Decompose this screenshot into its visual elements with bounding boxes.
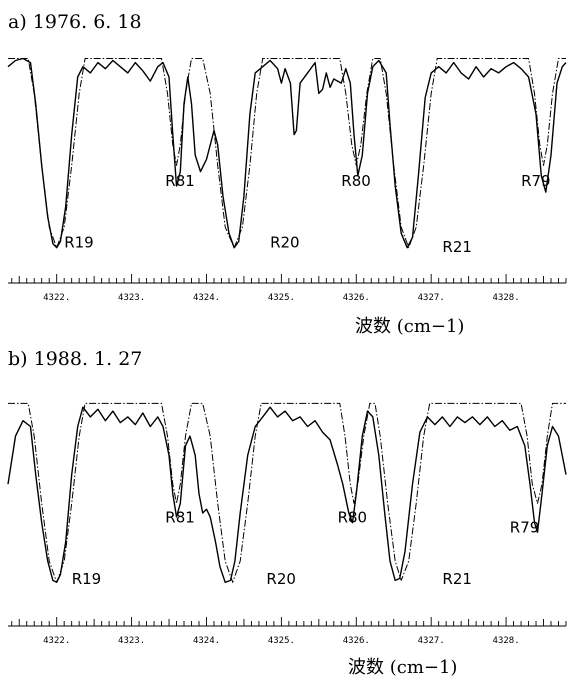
x-tick-label: 4322. bbox=[43, 636, 70, 646]
x-tick-label: 4324. bbox=[193, 636, 220, 646]
line-label: R21 bbox=[442, 570, 472, 588]
x-tick-label: 4327. bbox=[418, 293, 445, 303]
computed-spectrum-line bbox=[8, 402, 566, 583]
line-label: R20 bbox=[266, 570, 296, 588]
observed-spectrum-line bbox=[7, 57, 567, 249]
x-tick-label: 4328. bbox=[493, 636, 520, 646]
line-label: R81 bbox=[165, 509, 195, 527]
panel-title: b) 1988. 1. 27 bbox=[8, 348, 142, 370]
computed-spectrum-line bbox=[8, 58, 566, 249]
x-tick-label: 4324. bbox=[193, 293, 220, 303]
line-label: R81 bbox=[165, 172, 195, 190]
x-tick-label: 4325. bbox=[268, 293, 295, 303]
line-label: R80 bbox=[338, 509, 368, 527]
x-tick-label: 4323. bbox=[118, 636, 145, 646]
line-label: R79 bbox=[510, 518, 540, 536]
line-label: R20 bbox=[270, 234, 300, 252]
x-axis-title: 波数 (cm−1) bbox=[348, 657, 457, 678]
x-tick-label: 4328. bbox=[493, 293, 520, 303]
line-label: R19 bbox=[64, 234, 94, 252]
x-tick-label: 4325. bbox=[268, 636, 295, 646]
x-tick-label: 4323. bbox=[118, 293, 145, 303]
x-tick-label: 4326. bbox=[343, 636, 370, 646]
line-label: R21 bbox=[442, 238, 472, 256]
x-tick-label: 4322. bbox=[43, 293, 70, 303]
line-label: R80 bbox=[341, 172, 371, 190]
panel-title: a) 1976. 6. 18 bbox=[8, 11, 142, 33]
observed-spectrum-line bbox=[7, 406, 567, 583]
x-axis-title: 波数 (cm−1) bbox=[355, 316, 464, 337]
line-label: R19 bbox=[72, 570, 102, 588]
x-tick-label: 4326. bbox=[343, 293, 370, 303]
line-label: R79 bbox=[521, 172, 551, 190]
x-tick-label: 4327. bbox=[418, 636, 445, 646]
